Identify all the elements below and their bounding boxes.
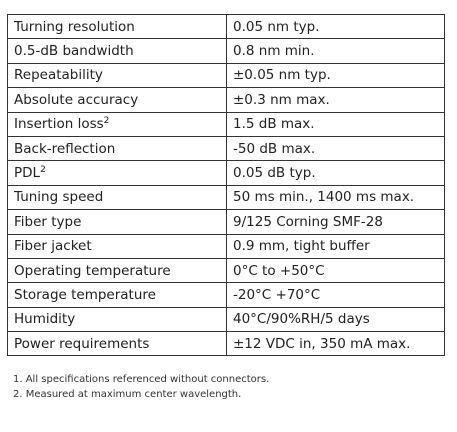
table-body: Turning resolution 0.05 nm typ. 0.5-dB ban… [7, 13, 445, 357]
row-label: Back-reflection [7, 135, 227, 162]
label-text: Absolute accuracy [14, 91, 139, 108]
table-row: Power requirements ±12 VDC in, 350 mA max… [7, 331, 445, 357]
footnote-ref: 2 [103, 116, 110, 127]
table-row: Fiber jacket 0.9 mm, tight buffer [7, 233, 445, 259]
row-label: Repeatability [7, 62, 227, 89]
row-value: 0.05 dB typ. [226, 160, 445, 186]
label-text: Fiber type [14, 213, 82, 230]
row-label: Turning resolution [7, 13, 227, 40]
label-text: Storage temperature [14, 286, 156, 303]
footnote: 2. Measured at maximum center wavelength… [13, 389, 242, 400]
row-label: Power requirements [7, 331, 227, 357]
row-value: ±0.05 nm typ. [226, 62, 445, 89]
row-label: Tuning speed [7, 184, 227, 211]
table-row: Humidity 40°C/90%RH/5 days [7, 306, 445, 333]
table-row: Storage temperature -20°C +70°C [7, 282, 445, 308]
label-text: Humidity [14, 311, 76, 328]
row-value: 0.05 nm typ. [226, 13, 445, 40]
row-label: Fiber type [7, 209, 227, 235]
row-label: Fiber jacket [7, 233, 227, 259]
table-row: PDL2 0.05 dB typ. [7, 160, 445, 186]
row-value: 40°C/90%RH/5 days [226, 306, 445, 333]
row-value: ±12 VDC in, 350 mA max. [226, 331, 445, 357]
footnotes: 1. All specifications referenced without… [13, 372, 269, 402]
table-row: Turning resolution 0.05 nm typ. [7, 13, 445, 40]
row-label: PDL2 [7, 160, 227, 186]
row-label: Insertion loss2 [7, 111, 227, 137]
label-text: Fiber jacket [14, 238, 92, 255]
footnote: 1. All specifications referenced without… [13, 374, 270, 385]
row-value: -50 dB max. [226, 135, 445, 162]
label-text: 0.5-dB bandwidth [14, 43, 134, 60]
row-value: -20°C +70°C [226, 282, 445, 308]
table-row: Operating temperature 0°C to +50°C [7, 257, 445, 284]
table-row: 0.5-dB bandwidth 0.8 nm min. [7, 38, 445, 64]
table-row: Tuning speed 50 ms min., 1400 ms max. [7, 184, 445, 211]
label-text: Insertion loss [14, 116, 104, 133]
row-label: Operating temperature [7, 257, 227, 284]
table-row: Repeatability ±0.05 nm typ. [7, 62, 445, 89]
row-value: 0.9 mm, tight buffer [226, 233, 445, 259]
label-text: Repeatability [14, 67, 103, 84]
table-row: Back-reflection -50 dB max. [7, 135, 445, 162]
label-text: Tuning speed [14, 189, 104, 206]
label-text: Turning resolution [14, 18, 135, 35]
spec-table-wrap: Turning resolution 0.05 nm typ. 0.5-dB ban… [7, 13, 445, 357]
row-label: Absolute accuracy [7, 87, 227, 113]
row-value: 50 ms min., 1400 ms max. [226, 184, 445, 211]
row-label: Storage temperature [7, 282, 227, 308]
row-value: 1.5 dB max. [226, 111, 445, 137]
row-label: 0.5-dB bandwidth [7, 38, 227, 64]
footnote-ref: 2 [40, 165, 46, 176]
spec-table: Turning resolution 0.05 nm typ. 0.5-dB ban… [7, 13, 445, 357]
label-text: Back-reflection [14, 140, 116, 157]
label-text: Operating temperature [14, 262, 171, 279]
row-value: ±0.3 nm max. [226, 87, 445, 113]
row-value: 9/125 Corning SMF-28 [226, 209, 445, 235]
table-row: Absolute accuracy ±0.3 nm max. [7, 87, 445, 113]
row-label: Humidity [7, 306, 227, 333]
table-row: Fiber type 9/125 Corning SMF-28 [7, 209, 445, 235]
row-value: 0°C to +50°C [226, 257, 445, 284]
table-row: Insertion loss2 1.5 dB max. [7, 111, 445, 137]
label-text: Power requirements [14, 335, 150, 352]
label-text: PDL [14, 165, 41, 182]
row-value: 0.8 nm min. [226, 38, 445, 64]
